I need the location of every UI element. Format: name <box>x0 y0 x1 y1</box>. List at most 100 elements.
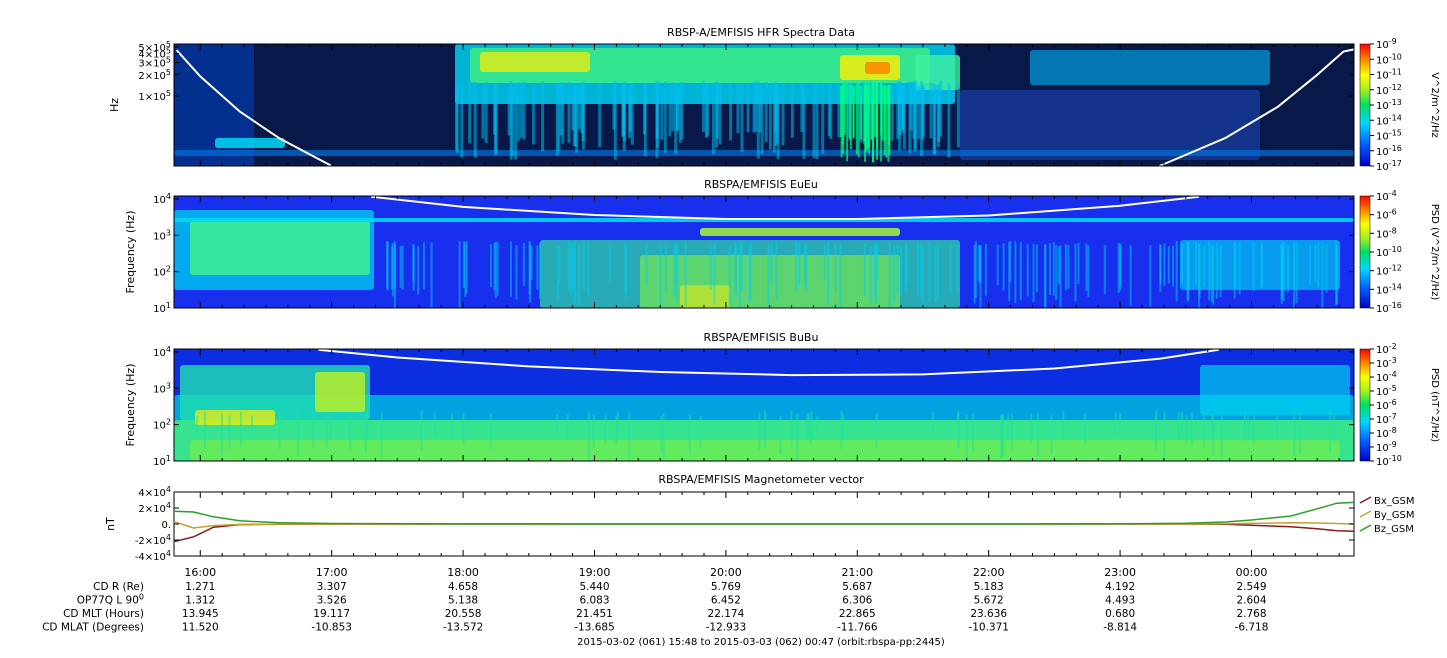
spectral-streak <box>240 412 243 447</box>
ephemeris-value: -10.853 <box>311 622 352 634</box>
spectral-blob <box>865 62 890 74</box>
spectral-streak <box>196 415 199 436</box>
spectral-streak <box>760 86 764 155</box>
spectral-streak <box>949 244 952 294</box>
spectral-streak <box>857 82 860 158</box>
spectral-blob <box>960 90 1260 160</box>
spectral-streak <box>538 242 541 299</box>
y-tick-label-1: 2×105 <box>138 68 171 82</box>
spectral-streak <box>662 413 665 460</box>
spectral-streak <box>1002 243 1005 291</box>
spectral-blob <box>480 52 590 72</box>
spectral-streak <box>888 241 891 308</box>
spectral-streak <box>464 242 467 297</box>
colorbar-tick-label: 10-14 <box>1376 113 1402 127</box>
spectral-streak <box>848 85 851 141</box>
spectral-streak <box>863 243 866 296</box>
spectral-streak <box>815 83 819 159</box>
spectral-streak <box>571 85 575 131</box>
spectral-streak <box>1103 245 1106 295</box>
time-tick-label: 16:00 <box>184 566 216 579</box>
ephemeris-value: 5.769 <box>711 581 741 593</box>
panel-mag-x-ticks <box>199 492 1340 556</box>
time-tick-label: 23:00 <box>1104 566 1136 579</box>
spectral-streak <box>325 412 328 448</box>
ephemeris-value: -10.371 <box>968 622 1009 634</box>
spectral-streak <box>1187 242 1190 290</box>
panel-eueu-y-ticks: 101 102 103 104 <box>153 192 1354 315</box>
spectral-streak <box>514 84 518 160</box>
y-tick-label-4: 5×105 <box>138 40 171 54</box>
colorbar-tick-label: 10-16 <box>1376 144 1402 158</box>
spectral-streak <box>919 243 922 298</box>
spectral-streak <box>1059 245 1062 308</box>
spectral-streak <box>1149 245 1152 307</box>
spectral-streak <box>628 85 632 139</box>
spectral-streak <box>401 245 404 290</box>
spectral-streak <box>939 80 943 137</box>
spectral-streak <box>1215 243 1218 299</box>
spectral-streak <box>827 86 831 136</box>
spectral-streak <box>465 241 468 294</box>
spectral-streak <box>839 243 842 308</box>
spectral-streak <box>896 245 899 294</box>
spectral-streak <box>711 83 715 155</box>
spectral-streak <box>312 413 315 449</box>
y-tick-label-0: 1×105 <box>138 89 171 103</box>
spectral-streak <box>386 241 389 289</box>
spectral-streak <box>1064 243 1067 290</box>
panel-eueu-colorbar-label: PSD (V^2/m^2/Hz) <box>1429 204 1440 301</box>
ephemeris-row-label: CD MLAT (Degrees) <box>42 622 144 634</box>
spectral-streak <box>1180 242 1183 283</box>
spectral-streak <box>1050 414 1053 454</box>
spectral-streak <box>1210 245 1213 303</box>
panel-eueu-white-curve <box>370 195 1200 220</box>
spectral-streak <box>433 412 436 437</box>
spectral-streak <box>519 82 523 139</box>
panel-eueu-colorbar <box>1359 195 1371 309</box>
spectral-streak <box>842 85 845 154</box>
spectral-streak <box>916 241 919 297</box>
spectral-streak <box>971 413 974 453</box>
y-tick-label-1: 102 <box>153 418 171 432</box>
spectral-streak <box>484 82 488 143</box>
colorbar-tick-label: 10-2 <box>1376 342 1397 356</box>
spectral-streak <box>1117 242 1120 293</box>
spectral-streak <box>1293 242 1296 308</box>
spectral-streak <box>422 242 425 290</box>
spectral-streak <box>577 83 581 130</box>
spectral-streak <box>458 241 461 308</box>
spectral-streak <box>678 85 682 143</box>
panel-bubu-title: RBSPA/EMFISIS BuBu <box>704 331 819 344</box>
spectral-streak <box>929 83 933 139</box>
ephemeris-value: 1.312 <box>185 595 215 607</box>
spectral-streak <box>875 82 878 138</box>
spectral-streak <box>558 246 561 284</box>
spectral-streak <box>645 243 648 285</box>
spectral-streak <box>965 415 968 461</box>
spectral-streak <box>816 415 819 434</box>
spectral-streak <box>812 84 816 159</box>
ephemeris-value: 11.520 <box>182 622 219 634</box>
ephemeris-value: -13.572 <box>443 622 484 634</box>
spectral-streak <box>752 82 756 133</box>
ephemeris-value: 5.183 <box>974 581 1004 593</box>
spectral-streak <box>412 245 415 291</box>
spectral-streak <box>947 82 951 158</box>
spectral-blob <box>1030 50 1270 85</box>
spectral-streak <box>928 241 931 303</box>
spectral-streak <box>876 243 879 282</box>
y-tick-label-0: 101 <box>153 454 171 468</box>
spectral-streak <box>807 412 810 435</box>
spectral-streak <box>1008 242 1011 302</box>
spectral-streak <box>956 81 960 148</box>
panel-eueu-x-ticks <box>199 196 1340 308</box>
spectral-streak <box>1275 414 1278 439</box>
spectral-streak <box>676 83 680 131</box>
spectral-streak <box>1067 245 1070 289</box>
ephemeris-value: 2.604 <box>1236 595 1266 607</box>
spectral-streak <box>567 240 570 292</box>
spectral-streak <box>417 246 420 295</box>
y-tick-label-3: -2×104 <box>135 533 171 547</box>
